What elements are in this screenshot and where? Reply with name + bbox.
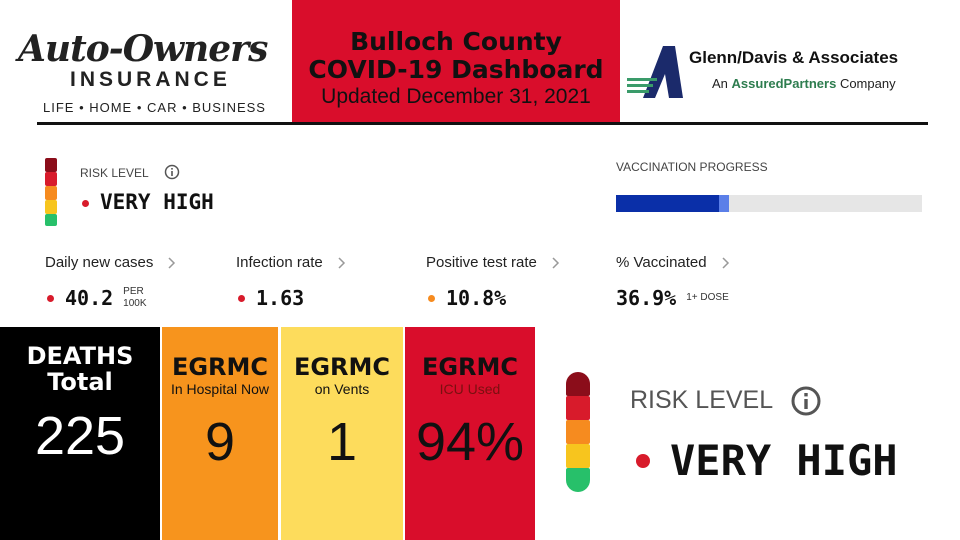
vacc-bar [616, 195, 729, 212]
metric-label: Daily new cases [45, 254, 154, 271]
risk-gauge [566, 372, 590, 492]
logo-right-sub: An AssuredPartners Company [712, 76, 896, 91]
tile-sub: In Hospital Now [170, 381, 270, 397]
logo-sub: INSURANCE [70, 68, 231, 91]
tile-value: 1 [326, 412, 358, 472]
divider [37, 122, 928, 125]
metric-value: 36.9% [616, 286, 677, 310]
risk-label: RISK LEVEL [630, 386, 774, 414]
risk-label: RISK LEVEL [80, 166, 149, 180]
header-box: Bulloch County COVID-19 Dashboard Update… [292, 0, 620, 122]
header-line: Bulloch County [350, 27, 562, 56]
vacc-track [616, 195, 922, 212]
chevron [722, 257, 729, 269]
metric-label: Infection rate [236, 254, 323, 271]
tile: EGRMC In Hospital Now 9 [162, 327, 278, 540]
logo-right-name: Glenn/Davis & Associates [689, 48, 899, 67]
metric-label: Positive test rate [426, 254, 537, 271]
tile-title: EGRMC [293, 353, 391, 381]
metric-value: 1.63 [256, 286, 305, 310]
info-icon [164, 164, 180, 180]
logo-brand: AssuredPartners [731, 76, 837, 91]
logo-text: Company [839, 76, 896, 91]
logo-name: Auto-Owners [18, 28, 268, 70]
metric-unit: 100K [123, 298, 147, 309]
vacc-label: VACCINATION PROGRESS [616, 160, 768, 174]
status-dot [636, 454, 650, 468]
tile-sub: Total [47, 368, 113, 396]
risk-gauge [45, 158, 57, 226]
tile-sub: on Vents [314, 381, 370, 397]
tile: DEATHS Total 225 [0, 327, 160, 540]
metric-unit: 1+ DOSE [686, 292, 729, 303]
chevron [168, 257, 176, 269]
status-dot [82, 200, 89, 207]
logo-icon [627, 46, 683, 98]
tile-value: 9 [204, 412, 236, 472]
status-dot [238, 295, 245, 302]
tile: EGRMC on Vents 1 [281, 327, 403, 540]
status-dot [47, 295, 54, 302]
risk-level: VERY HIGH [100, 190, 214, 214]
risk-level: VERY HIGH [670, 436, 898, 485]
metric-value: 10.8% [446, 286, 507, 310]
tile-value: 225 [34, 406, 126, 466]
header-updated: Updated December 31, 2021 [321, 85, 591, 108]
header-line: COVID-19 Dashboard [308, 55, 604, 84]
tile: EGRMC ICU Used 94% [405, 327, 535, 540]
tile-sub: ICU Used [439, 381, 501, 397]
tile-title: EGRMC [421, 353, 519, 381]
tile-title: DEATHS [26, 342, 134, 370]
chevron [338, 257, 345, 269]
status-dot [428, 295, 435, 302]
logo-text: An [712, 76, 728, 91]
chevron [552, 257, 559, 269]
metric-label: % Vaccinated [616, 254, 707, 271]
info-icon [791, 386, 821, 416]
tile-value: 94% [415, 412, 525, 472]
tile-title: EGRMC [171, 353, 269, 381]
metric-unit: PER [123, 286, 144, 297]
metric-value: 40.2 [65, 286, 114, 310]
logo-tagline: LIFE • HOME • CAR • BUSINESS [43, 100, 266, 115]
